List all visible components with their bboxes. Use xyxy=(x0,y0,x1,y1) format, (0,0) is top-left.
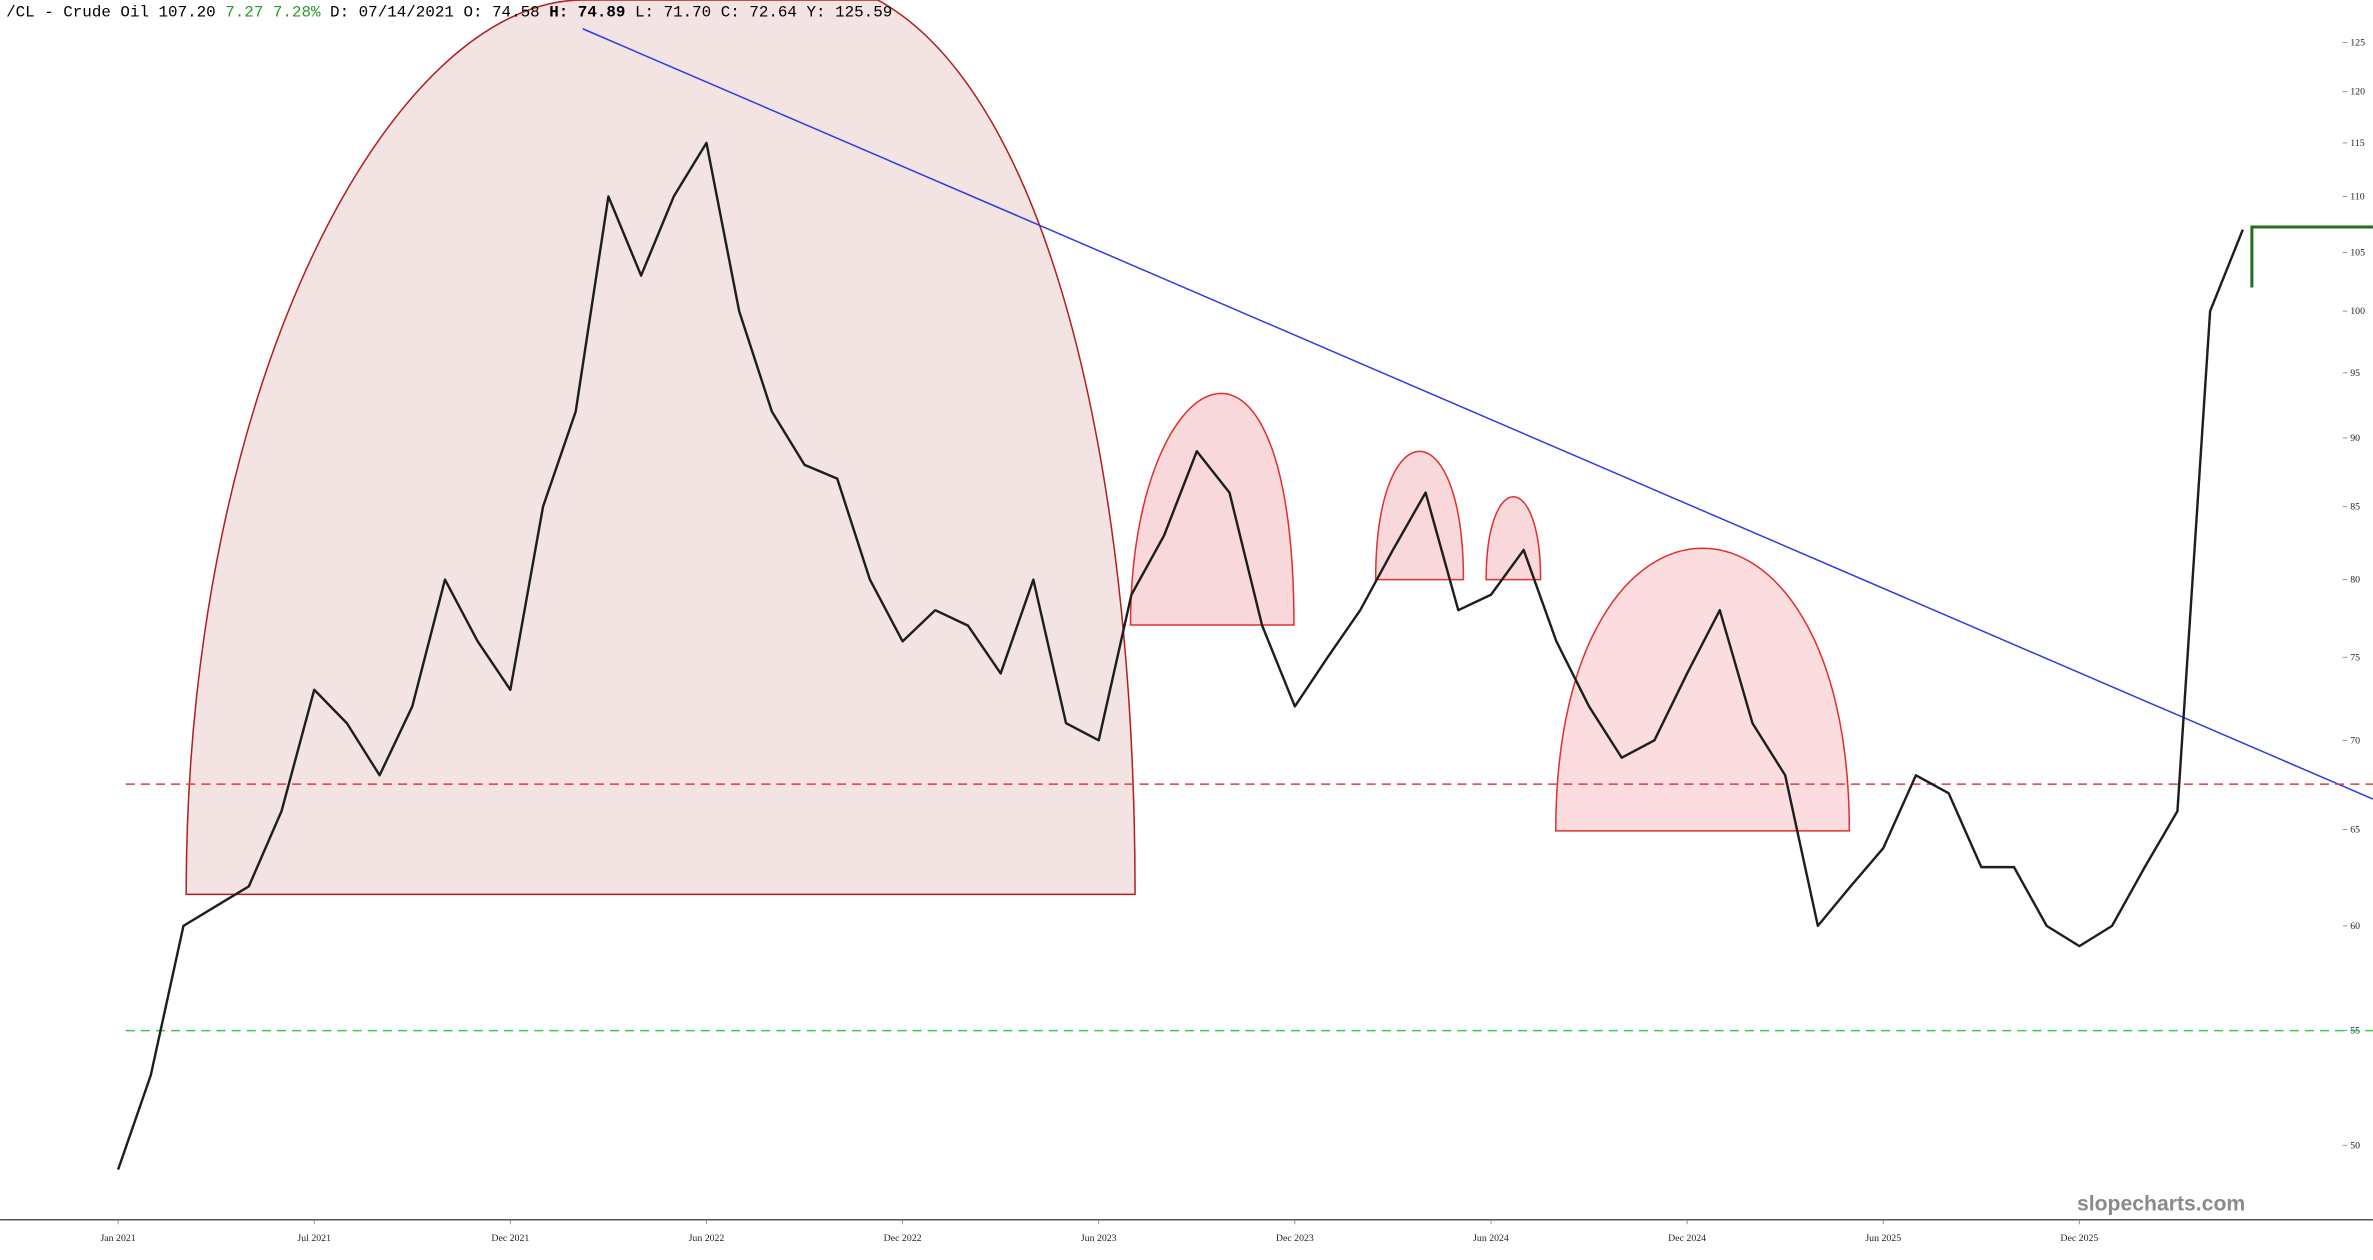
header: /CL - Crude Oil 107.20 7.27 7.28% D: 07/… xyxy=(6,4,892,22)
arc-shape xyxy=(185,0,1136,896)
y-tick-label: 70 xyxy=(2350,735,2360,746)
x-tick-label: Jun 2025 xyxy=(1865,1233,1901,1244)
y-tick-label: 120 xyxy=(2350,87,2365,98)
x-tick-label: Dec 2024 xyxy=(1668,1233,1706,1244)
x-tick-label: Dec 2022 xyxy=(884,1233,922,1244)
watermark: slopecharts.com xyxy=(2077,1193,2245,1216)
x-tick-label: Dec 2025 xyxy=(2060,1233,2098,1244)
y-tick-label: 115 xyxy=(2350,138,2364,149)
y-tick-label: 50 xyxy=(2350,1140,2360,1151)
arc-shape xyxy=(1129,392,1295,626)
y-tick-label: 80 xyxy=(2350,575,2360,586)
x-tick-label: Jan 2021 xyxy=(100,1233,135,1244)
y-tick-label: 85 xyxy=(2350,502,2360,513)
y-tick-label: 110 xyxy=(2350,191,2364,202)
y-tick-label: 100 xyxy=(2350,306,2365,317)
y-tick-label: 105 xyxy=(2350,247,2365,258)
y-tick-label: 60 xyxy=(2350,921,2360,932)
y-tick-label: 95 xyxy=(2350,368,2360,379)
y-tick-label: 65 xyxy=(2350,825,2360,836)
y-tick-label: 90 xyxy=(2350,433,2360,444)
trend-line xyxy=(582,28,2373,800)
y-tick-label: 125 xyxy=(2350,38,2365,49)
x-tick-label: Jun 2023 xyxy=(1081,1233,1117,1244)
level-line xyxy=(2250,225,2373,288)
price-line xyxy=(116,141,2244,1171)
x-tick-label: Dec 2023 xyxy=(1276,1233,1314,1244)
drawings xyxy=(185,0,2373,896)
x-tick-label: Jul 2021 xyxy=(297,1233,331,1244)
x-tick-label: Jun 2022 xyxy=(689,1233,725,1244)
y-tick-label: 75 xyxy=(2350,652,2360,663)
x-tick-label: Dec 2021 xyxy=(491,1233,529,1244)
x-tick-label: Jun 2024 xyxy=(1473,1233,1509,1244)
